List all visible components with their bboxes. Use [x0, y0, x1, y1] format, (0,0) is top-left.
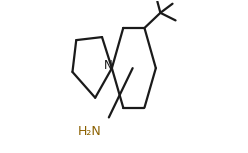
Text: N: N [104, 59, 112, 72]
Text: H₂N: H₂N [77, 125, 101, 138]
